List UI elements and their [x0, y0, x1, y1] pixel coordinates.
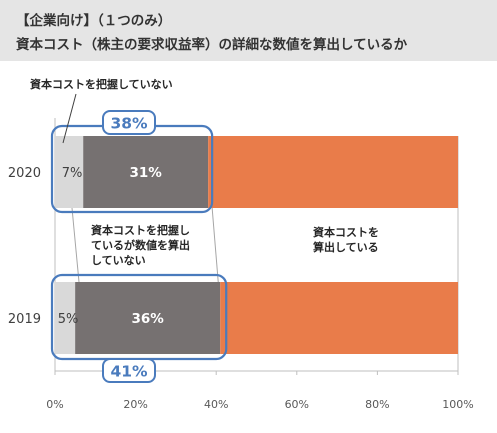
bar-segment: [55, 282, 76, 354]
total-label: 41%: [110, 363, 148, 381]
x-tick-label: 0%: [46, 398, 63, 411]
x-tick-label: 60%: [285, 398, 309, 411]
x-tick-label: 80%: [365, 398, 389, 411]
x-tick-label: 40%: [204, 398, 228, 411]
bar-segment: [208, 136, 458, 208]
annotation-grasped-not-calculated: 資本コストを把握し: [91, 223, 190, 237]
connector-line: [211, 207, 219, 283]
data-label: 36%: [132, 311, 165, 327]
chart-header: 【企業向け】（１つのみ） 資本コスト（株主の要求収益率）の詳細な数値を算出してい…: [0, 0, 497, 61]
text-layer: 0% 20% 40% 60% 80% 100% 2020 2019 7% 31% 5% 36% 38% 4…: [8, 77, 474, 411]
bar-segment: [55, 136, 84, 208]
total-badge: [102, 110, 156, 135]
total-badge: [102, 358, 156, 383]
annotation-not-grasped: 資本コストを把握していない: [30, 77, 173, 91]
data-label: 7%: [62, 166, 83, 181]
category-label: 2019: [8, 312, 41, 327]
bar-segment: [75, 282, 221, 354]
category-label: 2020: [8, 166, 41, 181]
x-tick-label: 20%: [123, 398, 147, 411]
callout-layer: [50, 93, 228, 383]
bars-layer: [55, 136, 458, 354]
x-tick-label: 100%: [442, 398, 473, 411]
data-label: 5%: [58, 312, 79, 327]
annotation-calculated: 算出している: [312, 240, 379, 254]
annotation-grasped-not-calculated: していない: [91, 254, 146, 267]
chart-title: 資本コスト（株主の要求収益率）の詳細な数値を算出しているか: [16, 37, 408, 53]
annotation-calculated: 資本コストを: [313, 225, 379, 239]
bar-segment: [83, 136, 209, 208]
header-category: 【企業向け】（１つのみ）: [16, 13, 172, 29]
connector-line: [71, 207, 80, 283]
total-label: 38%: [110, 115, 148, 133]
annotation-pointer: [62, 93, 77, 144]
annotation-grasped-not-calculated: ているが数値を算出: [91, 238, 190, 252]
bar-segment: [220, 282, 458, 354]
data-label: 31%: [130, 165, 163, 181]
